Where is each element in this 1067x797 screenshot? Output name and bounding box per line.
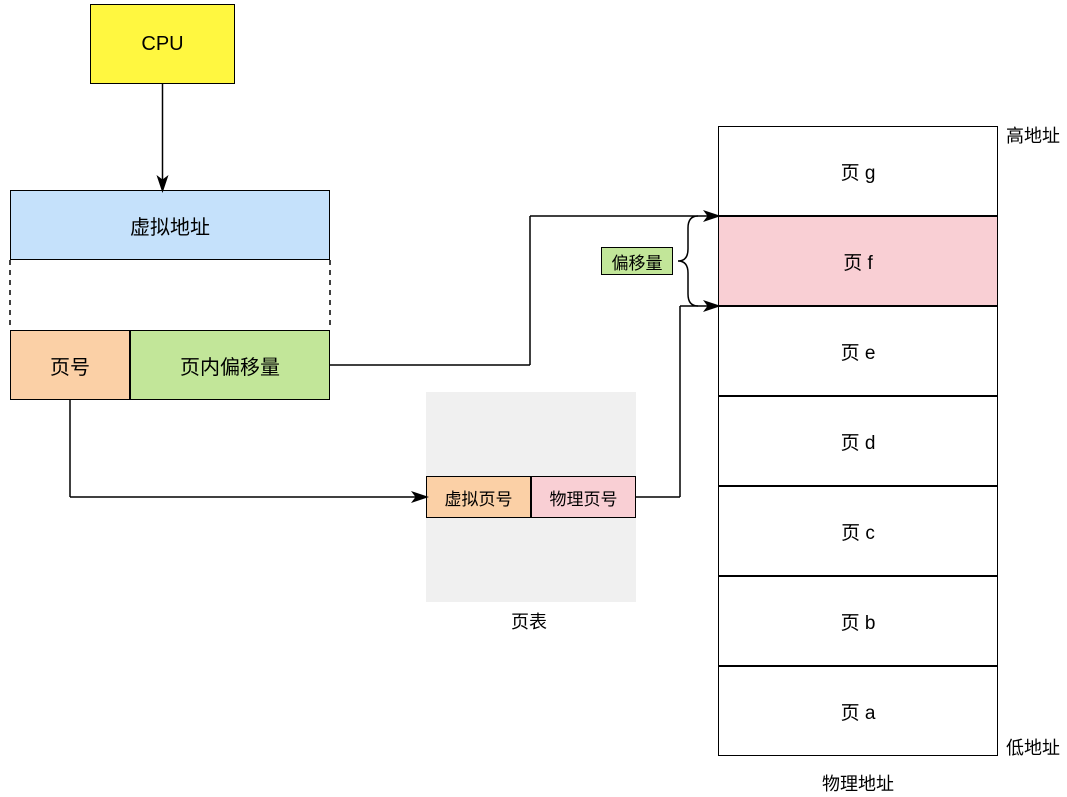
- high-address-label: 高地址: [1006, 122, 1060, 148]
- diagram-stage: CPU 虚拟地址 页号 页内偏移量 虚拟页号 物理页号 偏移量 页 g页 f页 …: [0, 0, 1067, 797]
- physical-page-cell: 页 d: [718, 396, 998, 486]
- physical-page-cell: 页 c: [718, 486, 998, 576]
- virtual-page-number-label: 虚拟页号: [445, 485, 513, 510]
- page-number-box: 页号: [10, 330, 130, 400]
- virtual-address-box: 虚拟地址: [10, 190, 330, 260]
- offset-tag-label: 偏移量: [612, 249, 663, 274]
- physical-page-number-cell: 物理页号: [531, 476, 636, 518]
- physical-page-cell: 页 f: [718, 216, 998, 306]
- physical-page-cell: 页 a: [718, 666, 998, 756]
- page-number-label: 页号: [50, 351, 90, 380]
- physical-page-number-label: 物理页号: [550, 485, 618, 510]
- page-table-caption: 页表: [511, 608, 547, 634]
- virtual-address-label: 虚拟地址: [130, 211, 210, 240]
- physical-page-cell: 页 e: [718, 306, 998, 396]
- page-offset-label: 页内偏移量: [180, 351, 280, 380]
- cpu-box: CPU: [90, 4, 235, 84]
- low-address-label: 低地址: [1006, 734, 1060, 760]
- offset-tag-box: 偏移量: [601, 247, 673, 275]
- physical-page-cell: 页 b: [718, 576, 998, 666]
- virtual-page-number-cell: 虚拟页号: [426, 476, 531, 518]
- physical-address-caption: 物理地址: [822, 770, 894, 796]
- page-offset-box: 页内偏移量: [130, 330, 330, 400]
- physical-page-cell: 页 g: [718, 126, 998, 216]
- cpu-label: CPU: [141, 33, 183, 56]
